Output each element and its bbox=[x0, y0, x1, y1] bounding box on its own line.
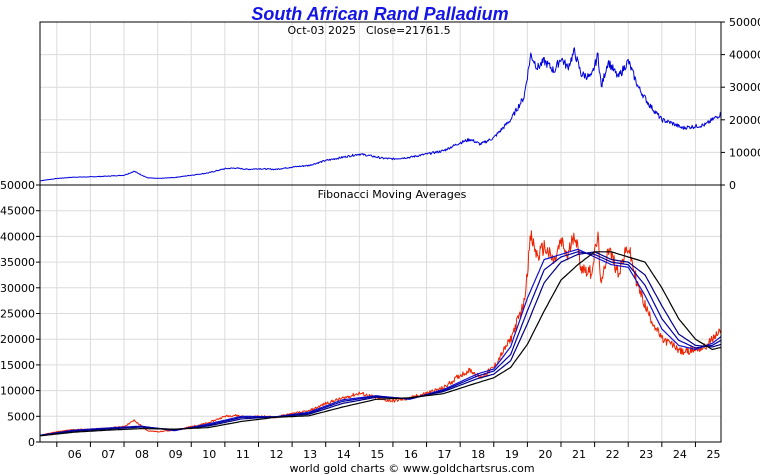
bottom-panel-series bbox=[39, 230, 722, 437]
x-tick-label: 15 bbox=[370, 448, 384, 461]
x-tick-label: 08 bbox=[135, 448, 149, 461]
y-tick-label: 15000 bbox=[0, 359, 35, 372]
x-tick-label: 19 bbox=[505, 448, 519, 461]
y-tick-label: 10000 bbox=[729, 146, 760, 159]
x-tick-label: 06 bbox=[68, 448, 82, 461]
y-tick-label: 5000 bbox=[7, 410, 35, 423]
y-tick-label: 45000 bbox=[0, 205, 35, 218]
y-tick-label: 50000 bbox=[729, 16, 760, 29]
chart-title: South African Rand Palladium bbox=[251, 4, 508, 24]
x-tick-label: 22 bbox=[606, 448, 620, 461]
x-tick-label: 14 bbox=[337, 448, 351, 461]
bottom-panel-x-ticks: 06 07 08 09 10 11 12 13 14 15 16 17 18 19 20 21 22 23 24 25 bbox=[56, 442, 720, 461]
x-tick-label: 18 bbox=[471, 448, 485, 461]
y-tick-label: 50000 bbox=[0, 179, 35, 192]
x-tick-label: 17 bbox=[438, 448, 452, 461]
y-tick-label: 20000 bbox=[0, 333, 35, 346]
x-tick-label: 13 bbox=[303, 448, 317, 461]
top-panel-series bbox=[39, 47, 722, 182]
x-tick-label: 11 bbox=[236, 448, 250, 461]
y-tick-label: 10000 bbox=[0, 385, 35, 398]
top-panel-y-ticks: 0 10000 20000 30000 40000 50000 bbox=[721, 16, 760, 192]
y-tick-label: 35000 bbox=[0, 256, 35, 269]
x-tick-label: 16 bbox=[404, 448, 418, 461]
bottom-panel-y-ticks: 0 5000 10000 15000 20000 25000 30000 35000 40000… bbox=[0, 179, 40, 449]
series-line-5 bbox=[39, 251, 722, 437]
x-tick-label: 12 bbox=[269, 448, 283, 461]
x-tick-label: 09 bbox=[169, 448, 183, 461]
x-tick-label: 20 bbox=[538, 448, 552, 461]
y-tick-label: 0 bbox=[28, 436, 35, 449]
y-tick-label: 25000 bbox=[0, 308, 35, 321]
bottom-panel-grid bbox=[40, 184, 721, 443]
x-tick-label: 07 bbox=[101, 448, 115, 461]
x-tick-label: 23 bbox=[639, 448, 653, 461]
y-tick-label: 30000 bbox=[729, 81, 760, 94]
y-tick-label: 30000 bbox=[0, 282, 35, 295]
x-tick-label: 10 bbox=[202, 448, 216, 461]
y-tick-label: 40000 bbox=[729, 49, 760, 62]
close-value-label: Close=21761.5 bbox=[366, 24, 451, 37]
y-tick-label: 0 bbox=[729, 179, 736, 192]
footer-credit: world gold charts © www.goldchartsrus.co… bbox=[289, 462, 534, 475]
x-tick-label: 21 bbox=[572, 448, 586, 461]
x-tick-label: 24 bbox=[673, 448, 687, 461]
moving-averages-title: Fibonacci Moving Averages bbox=[318, 188, 467, 201]
x-tick-label: 25 bbox=[706, 448, 720, 461]
series-line-1 bbox=[39, 47, 722, 182]
y-tick-label: 40000 bbox=[0, 230, 35, 243]
close-date-label: Oct-03 2025 bbox=[288, 24, 356, 37]
series-line-4 bbox=[39, 251, 722, 436]
y-tick-label: 20000 bbox=[729, 114, 760, 127]
